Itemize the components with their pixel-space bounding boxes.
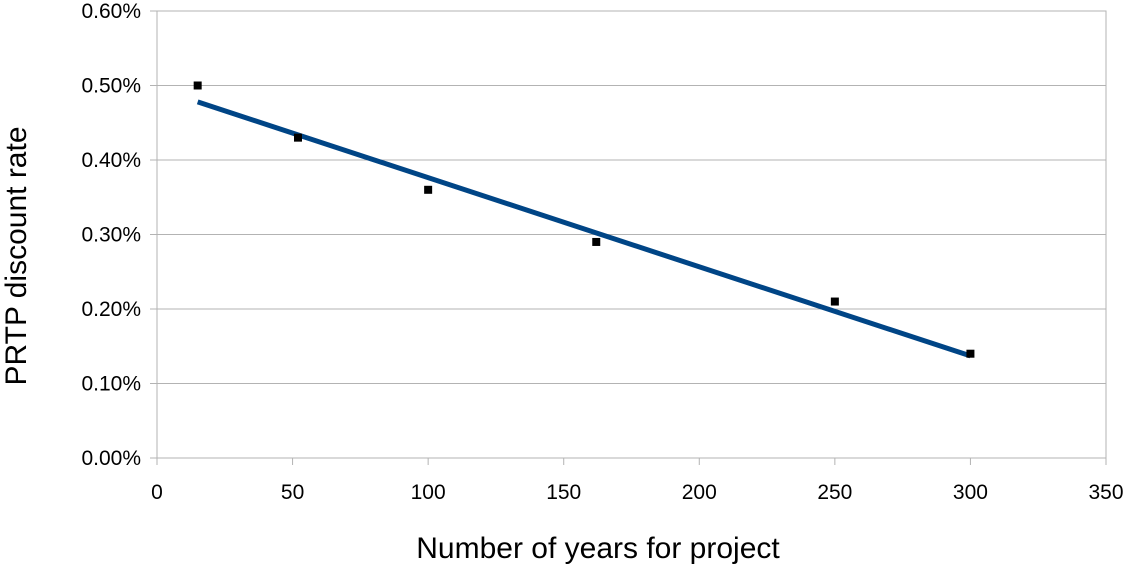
data-point (293, 133, 302, 142)
y-tick-label: 0.00% (81, 447, 141, 470)
x-tick-label: 100 (411, 481, 446, 504)
y-axis-title: PRTP discount rate (0, 126, 33, 385)
x-tick-label: 150 (546, 481, 581, 504)
data-points (193, 81, 975, 358)
data-point (424, 185, 433, 194)
gridlines (157, 10, 1106, 384)
x-tick-label: 300 (953, 481, 988, 504)
linear-trendline (196, 99, 972, 359)
data-point (830, 297, 839, 306)
x-axis-title: Number of years for project (416, 532, 780, 565)
y-tick-label: 0.30% (81, 224, 141, 247)
x-tick-label: 250 (817, 481, 852, 504)
x-tick-label: 0 (151, 481, 163, 504)
y-tick-label: 0.10% (81, 373, 141, 396)
tick-labels: 0.00% 0.10% 0.20% 0.30% 0.40% 0.50% 0.60% 0 50 10… (81, 0, 1123, 504)
y-tick-label: 0.20% (81, 298, 141, 321)
axes (150, 10, 1107, 465)
x-tick-label: 350 (1088, 481, 1123, 504)
x-tick-label: 50 (281, 481, 304, 504)
y-tick-label: 0.60% (81, 0, 141, 23)
x-tick-label: 200 (682, 481, 717, 504)
trendline (196, 99, 972, 359)
y-tick-label: 0.40% (81, 149, 141, 172)
data-point (966, 349, 975, 358)
plot-area-border (156, 10, 1107, 459)
data-point (193, 81, 202, 90)
y-tick-label: 0.50% (81, 75, 141, 98)
data-point (592, 237, 601, 246)
